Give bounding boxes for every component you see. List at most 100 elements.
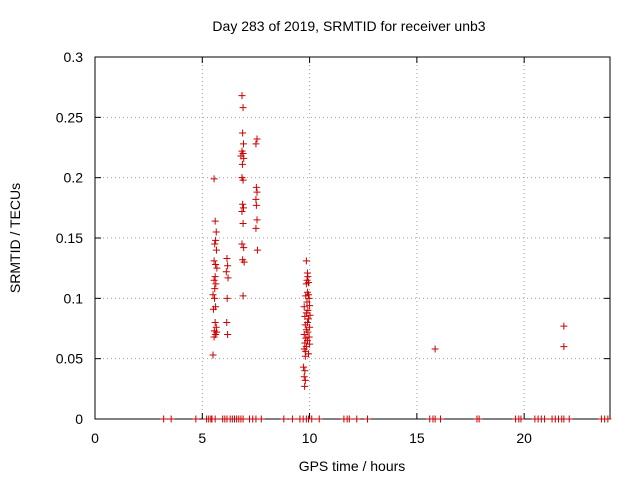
data-point (436, 415, 444, 423)
data-point (304, 273, 312, 281)
x-axis-label: GPS time / hours (299, 458, 406, 474)
y-tick-label: 0.15 (56, 230, 83, 246)
data-point (240, 244, 248, 252)
data-point (353, 415, 361, 423)
data-point (288, 415, 296, 423)
data-point (475, 415, 483, 423)
data-point (210, 175, 218, 183)
data-point (212, 236, 220, 244)
data-point (222, 268, 230, 276)
data-point (253, 246, 261, 254)
data-point (212, 280, 220, 288)
y-tick-label: 0.05 (56, 351, 83, 367)
data-point (238, 207, 246, 215)
y-axis-label: SRMTID / TECUs (7, 183, 23, 293)
data-point (305, 294, 313, 302)
data-point (212, 228, 220, 236)
data-point (238, 240, 246, 248)
data-point (604, 415, 612, 423)
data-point (211, 240, 219, 248)
data-point (300, 303, 308, 311)
data-point (211, 217, 219, 225)
data-point (301, 352, 309, 360)
data-point (239, 292, 247, 300)
data-point (302, 309, 310, 317)
data-point (240, 154, 248, 162)
data-point (239, 200, 247, 208)
data-point (305, 333, 313, 341)
data-point (211, 318, 219, 326)
data-point (239, 204, 247, 212)
chart-title: Day 283 of 2019, SRMTID for receiver unb… (212, 18, 485, 34)
data-points (160, 92, 612, 423)
data-point (252, 224, 260, 232)
data-point (301, 312, 309, 320)
data-point (212, 246, 220, 254)
y-tick-label: 0.3 (64, 49, 84, 65)
data-point (240, 258, 248, 266)
data-point (224, 262, 232, 270)
data-point (431, 345, 439, 353)
data-point (301, 376, 309, 384)
data-point (306, 302, 314, 310)
data-point (239, 104, 247, 112)
data-point (308, 415, 316, 423)
data-point (301, 382, 309, 390)
data-point (345, 415, 353, 423)
data-point (238, 160, 246, 168)
grid (95, 57, 610, 419)
data-point (211, 415, 219, 423)
data-point (560, 343, 568, 351)
x-tick-label: 10 (302, 430, 318, 446)
data-point (364, 415, 372, 423)
data-point (213, 264, 221, 272)
data-point (213, 328, 221, 336)
data-point (301, 339, 309, 347)
data-point (541, 415, 549, 423)
data-point (303, 298, 311, 306)
data-point (239, 415, 247, 423)
data-point (560, 322, 568, 330)
data-point (223, 318, 231, 326)
data-point (211, 285, 219, 293)
data-point (209, 305, 217, 313)
y-tick-label: 0.2 (64, 170, 84, 186)
data-point (211, 294, 219, 302)
plot-area-border (94, 56, 611, 420)
axis-ticks: 0 0.05 0.1 0.15 0.2 0.25 0.3 0 5 10 15 20 (56, 49, 610, 446)
data-point (305, 315, 313, 323)
y-tick-label: 0 (75, 411, 83, 427)
data-point (300, 331, 308, 339)
data-point (302, 280, 310, 288)
data-point (306, 311, 314, 319)
data-point (301, 321, 309, 329)
y-tick-label: 0.25 (56, 109, 83, 125)
data-point (211, 273, 219, 281)
data-point (167, 415, 175, 423)
data-point (252, 201, 260, 209)
data-point (223, 255, 231, 263)
data-point (160, 415, 168, 423)
data-point (300, 373, 308, 381)
data-point (252, 140, 260, 148)
data-point (238, 92, 246, 100)
data-point (253, 135, 261, 143)
data-point (253, 216, 261, 224)
data-point (252, 183, 260, 191)
data-point (280, 415, 288, 423)
data-point (239, 176, 247, 184)
data-point (223, 294, 231, 302)
data-point (209, 351, 217, 359)
data-point (252, 195, 260, 203)
data-point (192, 415, 200, 423)
data-point (302, 257, 310, 265)
data-point (224, 274, 232, 282)
data-point (517, 415, 525, 423)
data-point (212, 261, 220, 269)
data-point (239, 140, 247, 148)
data-point (239, 129, 247, 137)
data-point (301, 367, 309, 375)
y-tick-label: 0.1 (64, 290, 84, 306)
data-point (257, 415, 265, 423)
